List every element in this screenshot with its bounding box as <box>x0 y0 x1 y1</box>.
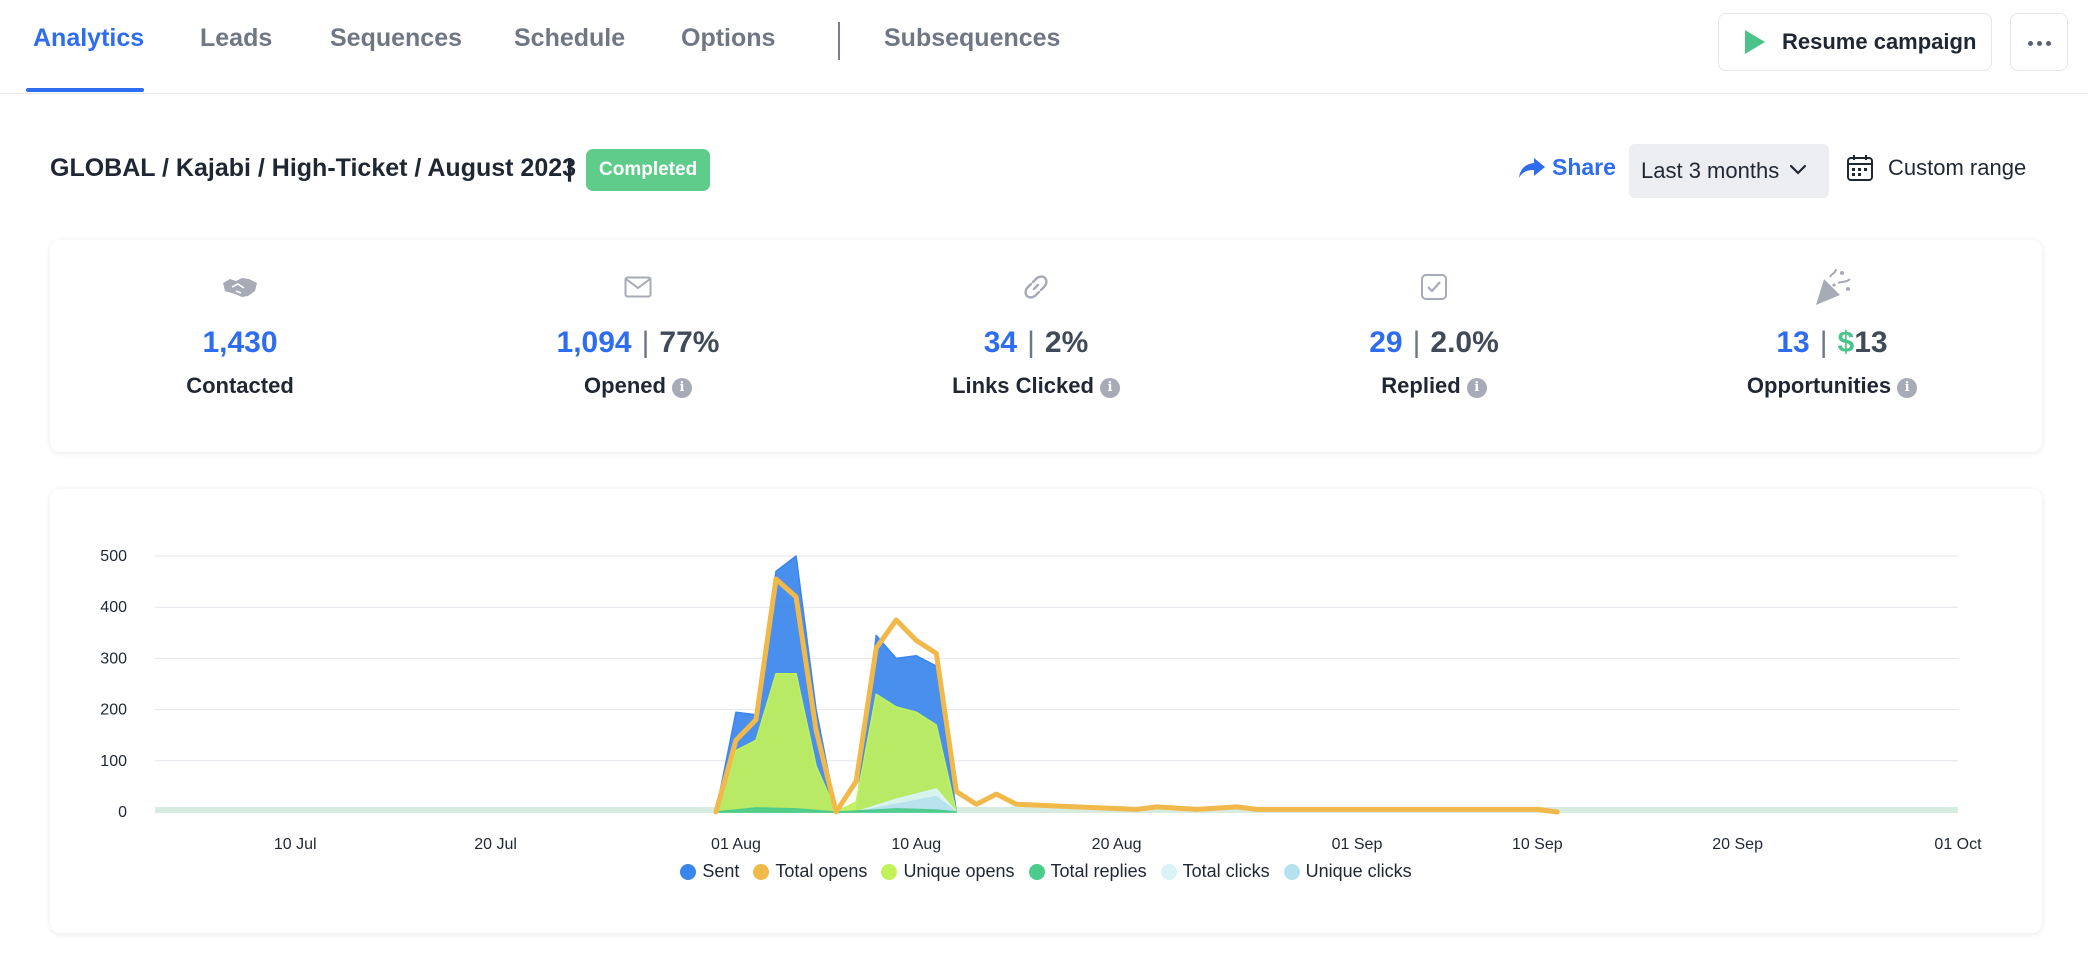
chart-legend: Sent Total opens Unique opens Total repl… <box>50 861 2042 882</box>
date-range-value: Last 3 months <box>1641 158 1780 183</box>
legend-dot <box>680 863 697 880</box>
active-tab-indicator <box>26 88 144 92</box>
x-tick-label: 01 Sep <box>1332 836 1383 853</box>
replied-count: 29 <box>1369 326 1403 359</box>
legend-unique-opens[interactable]: Unique opens <box>881 861 1015 882</box>
x-tick-label: 01 Oct <box>1934 836 1982 853</box>
y-tick-label: 300 <box>100 650 127 667</box>
title-separator: | <box>566 154 573 182</box>
stats-card: 1,430 Contacted 1,094 | 77% Opened i 34 | 2% … <box>50 240 2042 452</box>
series-line-total-opens <box>713 576 1560 815</box>
x-tick-label: 01 Aug <box>711 836 761 853</box>
replied-rate: 2.0% <box>1430 326 1499 359</box>
chevron-down-icon <box>1789 164 1807 175</box>
legend-total-replies[interactable]: Total replies <box>1028 861 1147 882</box>
legend-label: Total opens <box>775 861 868 881</box>
share-button[interactable]: Share <box>1518 154 1616 181</box>
date-range-select[interactable]: Last 3 months <box>1629 144 1829 198</box>
legend-label: Unique opens <box>903 861 1015 881</box>
currency-symbol: $ <box>1837 326 1855 359</box>
share-label: Share <box>1552 154 1616 180</box>
y-tick-label: 400 <box>100 599 127 616</box>
chart-card: 0 100 200 300 400 500 10 Jul 20 Jul 01 Aug 10 Aug… <box>50 489 2042 933</box>
info-icon[interactable]: i <box>1099 378 1120 398</box>
opened-label: Opened <box>584 373 666 398</box>
party-popper-icon <box>1812 267 1852 307</box>
tab-options[interactable]: Options <box>681 24 776 52</box>
legend-unique-clicks[interactable]: Unique clicks <box>1283 861 1412 882</box>
links-clicked-label: Links Clicked <box>952 373 1094 398</box>
resume-campaign-button[interactable]: Resume campaign <box>1718 13 1992 71</box>
custom-range-label: Custom range <box>1888 155 2027 180</box>
stat-opportunities: 13 | $13 Opportunities i <box>1642 240 2022 452</box>
more-options-button[interactable] <box>2010 13 2068 71</box>
legend-dot <box>753 863 770 880</box>
y-tick-label: 500 <box>100 548 127 565</box>
legend-total-opens[interactable]: Total opens <box>753 861 867 882</box>
link-icon <box>1016 267 1056 307</box>
replied-label: Replied <box>1381 373 1461 398</box>
info-icon[interactable]: i <box>1897 378 1918 398</box>
x-tick-label: 10 Aug <box>891 836 941 853</box>
y-tick-label: 100 <box>100 753 127 770</box>
resume-campaign-label: Resume campaign <box>1782 29 1977 54</box>
tab-sequences[interactable]: Sequences <box>330 24 463 52</box>
handshake-icon <box>220 267 260 307</box>
contacted-label: Contacted <box>186 373 294 398</box>
links-clicked-rate: 2% <box>1044 326 1089 359</box>
legend-dot <box>1028 863 1045 880</box>
x-tick-label: 20 Jul <box>474 836 517 853</box>
opportunities-count: 13 <box>1776 326 1810 359</box>
opened-count: 1,094 <box>556 326 632 359</box>
checkbox-icon <box>1414 267 1454 307</box>
play-icon <box>1745 30 1765 54</box>
tab-subsequences[interactable]: Subsequences <box>884 24 1061 52</box>
legend-sent[interactable]: Sent <box>680 861 739 882</box>
legend-label: Total replies <box>1050 861 1147 881</box>
legend-total-clicks[interactable]: Total clicks <box>1160 861 1270 882</box>
envelope-icon <box>618 267 658 307</box>
y-tick-label: 0 <box>118 804 127 821</box>
nav-divider <box>838 22 840 60</box>
contacted-count: 1,430 <box>202 326 278 359</box>
links-clicked-count: 34 <box>983 326 1018 359</box>
opportunities-label: Opportunities <box>1746 373 1892 398</box>
x-tick-label: 20 Sep <box>1712 836 1763 853</box>
ellipsis-icon <box>2026 33 2053 51</box>
tab-schedule[interactable]: Schedule <box>514 24 626 52</box>
series-area-unique-opens <box>715 673 958 813</box>
activity-chart: 0 100 200 300 400 500 10 Jul 20 Jul 01 Aug 10 Aug… <box>100 548 1982 853</box>
campaign-title: GLOBAL / Kajabi / High-Ticket / August 2… <box>50 154 577 182</box>
baseline-band <box>155 807 1958 813</box>
custom-range-button[interactable]: Custom range <box>1846 154 2026 182</box>
legend-label: Total clicks <box>1182 861 1270 881</box>
top-nav: Analytics Leads Sequences Schedule Optio… <box>0 0 2088 94</box>
stat-contacted: 1,430 Contacted <box>50 240 430 452</box>
legend-label: Sent <box>702 861 740 881</box>
calendar-icon <box>1847 155 1873 181</box>
legend-label: Unique clicks <box>1305 861 1412 881</box>
tab-leads[interactable]: Leads <box>200 24 273 52</box>
stat-opened: 1,094 | 77% Opened i <box>448 240 828 452</box>
share-icon <box>1519 157 1545 178</box>
legend-dot <box>1283 863 1300 880</box>
stat-links-clicked: 34 | 2% Links Clicked i <box>846 240 1226 452</box>
stat-replied: 29 | 2.0% Replied i <box>1244 240 1624 452</box>
x-tick-label: 20 Aug <box>1092 836 1142 853</box>
legend-dot <box>881 863 898 880</box>
info-icon[interactable]: i <box>671 378 692 398</box>
x-tick-label: 10 Sep <box>1512 836 1563 853</box>
opportunities-value: 13 <box>1854 326 1888 359</box>
series-area-total-replies <box>715 807 958 813</box>
x-tick-label: 10 Jul <box>274 836 317 853</box>
legend-dot <box>1160 863 1177 880</box>
opened-rate: 77% <box>659 326 720 359</box>
info-icon[interactable]: i <box>1466 378 1487 398</box>
status-badge: Completed <box>586 149 711 191</box>
tab-analytics[interactable]: Analytics <box>33 24 145 52</box>
y-tick-label: 200 <box>100 702 127 719</box>
